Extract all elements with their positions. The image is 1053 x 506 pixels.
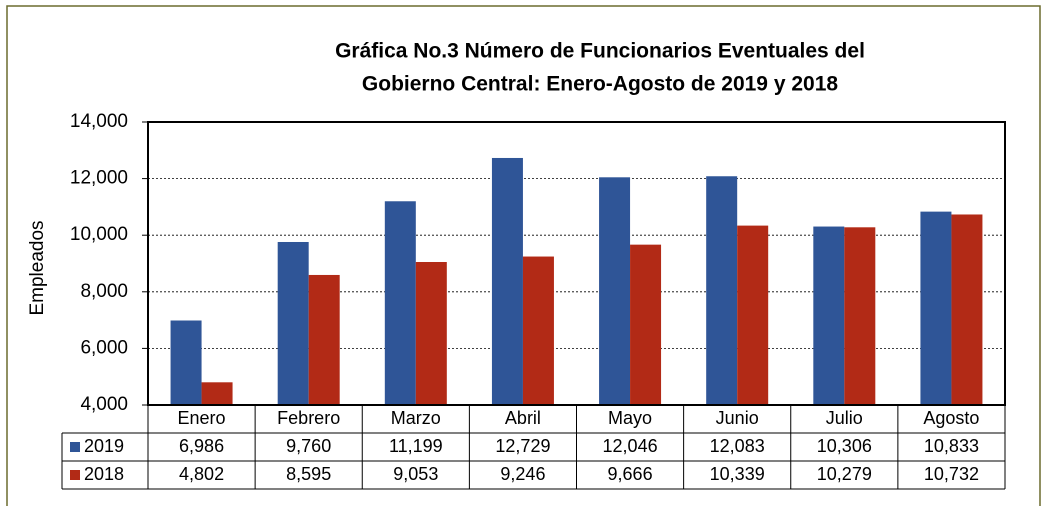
bar [170, 320, 202, 405]
legend-key [70, 442, 80, 452]
bar [522, 256, 554, 405]
table-value: 12,729 [495, 436, 550, 456]
legend-key [70, 470, 80, 480]
bar [384, 201, 416, 405]
table-value: 6,986 [179, 436, 224, 456]
table-value: 4,802 [179, 464, 224, 484]
y-axis-label: Empleados [27, 220, 48, 315]
y-tick-label: 10,000 [70, 224, 128, 245]
y-tick-label: 6,000 [80, 337, 128, 358]
legend-label: 2019 [84, 436, 124, 456]
bar [951, 214, 983, 405]
x-tick-label: Enero [178, 408, 226, 428]
table-value: 10,833 [924, 436, 979, 456]
bar [308, 274, 340, 405]
bar [277, 241, 309, 405]
x-tick-label: Marzo [391, 408, 441, 428]
legend-label: 2018 [84, 464, 124, 484]
bar [201, 382, 233, 405]
bar [415, 262, 447, 405]
x-tick-label: Agosto [923, 408, 979, 428]
bar [491, 157, 523, 405]
table-value: 12,046 [603, 436, 658, 456]
table-value: 8,595 [286, 464, 331, 484]
x-tick-label: Julio [826, 408, 863, 428]
y-tick-label: 4,000 [80, 394, 128, 415]
bar [813, 226, 845, 405]
chart-title: Gobierno Central: Enero-Agosto de 2019 y… [362, 73, 838, 96]
table-value: 9,666 [608, 464, 653, 484]
y-tick-label: 8,000 [80, 281, 128, 302]
table-value: 11,199 [389, 436, 443, 456]
bar [920, 211, 952, 405]
x-tick-label: Febrero [277, 408, 340, 428]
table-value: 9,760 [286, 436, 331, 456]
x-tick-label: Mayo [608, 408, 652, 428]
bar [706, 176, 738, 405]
x-tick-label: Junio [716, 408, 759, 428]
chart-title: Gráfica No.3 Número de Funcionarios Even… [335, 40, 865, 63]
x-tick-label: Abril [505, 408, 541, 428]
bar [844, 227, 876, 405]
y-tick-label: 14,000 [70, 111, 128, 132]
table-value: 10,732 [924, 464, 979, 484]
bar [599, 177, 631, 405]
table-value: 12,083 [710, 436, 765, 456]
table-value: 10,279 [817, 464, 872, 484]
table-value: 10,306 [817, 436, 872, 456]
table-value: 10,339 [710, 464, 765, 484]
outer-border [6, 5, 1041, 506]
plot-frame [147, 121, 1006, 406]
bar [737, 225, 769, 405]
table-value: 9,246 [500, 464, 545, 484]
bar [630, 244, 662, 405]
y-tick-label: 12,000 [70, 168, 128, 189]
table-value: 9,053 [393, 464, 438, 484]
